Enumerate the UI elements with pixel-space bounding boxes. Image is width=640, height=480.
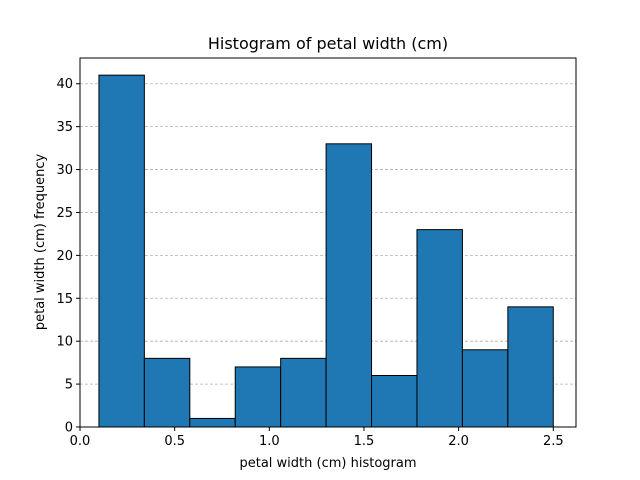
histogram-bar (189, 417, 236, 428)
histogram-bar (234, 366, 282, 428)
x-tick-label: 0.5 (164, 434, 185, 449)
x-tick-label: 0.0 (70, 434, 91, 449)
histogram-bar (98, 74, 145, 428)
histogram-bar (507, 306, 554, 428)
y-axis-ticks: 0 5 10 15 20 25 30 35 40 (56, 77, 80, 436)
x-tick-label: 2.0 (448, 434, 469, 449)
y-tick-label: 0 (65, 421, 73, 436)
histogram-bar (461, 349, 509, 428)
y-tick-label: 35 (56, 120, 73, 135)
x-axis-ticks: 0.0 0.5 1.0 1.5 2.0 2.5 (70, 427, 564, 449)
y-tick-label: 15 (56, 292, 73, 307)
histogram-bar (280, 357, 327, 428)
plot-frame (79, 57, 577, 428)
x-tick-label: 1.0 (259, 434, 280, 449)
histogram-bar (143, 357, 191, 428)
y-tick-label: 20 (56, 249, 73, 264)
x-axis-title: petal width (cm) histogram (239, 456, 416, 471)
histogram-bars (98, 74, 554, 428)
y-tick-label: 10 (56, 335, 73, 350)
x-tick-label: 1.5 (354, 434, 375, 449)
y-axis-title: petal width (cm) frequency (33, 154, 48, 331)
x-tick-label: 2.5 (543, 434, 564, 449)
y-tick-label: 30 (56, 163, 73, 178)
y-tick-label: 40 (56, 77, 73, 92)
chart-title: Histogram of petal width (cm) (208, 34, 448, 53)
histogram-bar (371, 375, 418, 428)
y-tick-label: 25 (56, 206, 73, 221)
histogram-bar (416, 229, 463, 428)
y-tick-label: 5 (65, 378, 73, 393)
histogram-bar (325, 143, 373, 428)
